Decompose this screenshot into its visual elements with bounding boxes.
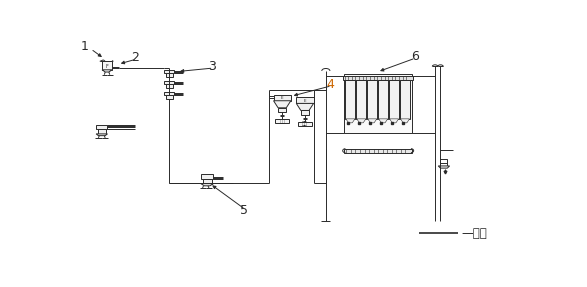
Bar: [166, 95, 173, 99]
Bar: [389, 80, 399, 119]
Bar: [440, 159, 447, 166]
Bar: [201, 174, 214, 179]
Bar: [164, 92, 174, 95]
Text: —管道: —管道: [461, 227, 487, 240]
Text: 6: 6: [411, 50, 419, 63]
Text: 4: 4: [326, 78, 335, 91]
Polygon shape: [400, 119, 410, 123]
Bar: [301, 110, 309, 115]
Bar: [274, 94, 291, 101]
Text: 2: 2: [131, 51, 139, 64]
Bar: [345, 80, 355, 119]
Polygon shape: [379, 119, 388, 123]
Bar: [298, 121, 312, 126]
Bar: [344, 149, 412, 153]
Bar: [378, 80, 388, 119]
Text: F: F: [106, 63, 109, 69]
Polygon shape: [367, 119, 377, 123]
Bar: [102, 61, 112, 70]
Bar: [278, 108, 286, 112]
Polygon shape: [201, 184, 214, 186]
Polygon shape: [96, 134, 107, 136]
Polygon shape: [438, 166, 450, 168]
Bar: [296, 97, 313, 103]
Text: 5: 5: [240, 204, 248, 217]
Polygon shape: [346, 119, 355, 123]
Polygon shape: [357, 119, 366, 123]
Text: E: E: [281, 96, 284, 100]
Bar: [164, 81, 174, 84]
Bar: [98, 129, 106, 134]
Polygon shape: [296, 103, 313, 110]
Bar: [343, 76, 413, 80]
Polygon shape: [102, 70, 112, 72]
Bar: [164, 69, 174, 73]
Text: 1: 1: [81, 40, 89, 53]
Bar: [96, 125, 107, 129]
Bar: [166, 84, 173, 88]
Bar: [344, 74, 412, 133]
Text: 稱量: 稱量: [302, 121, 308, 126]
Text: 稱量: 稱量: [279, 119, 285, 124]
Bar: [275, 119, 289, 123]
Polygon shape: [274, 101, 291, 108]
Bar: [400, 80, 410, 119]
Text: E: E: [303, 99, 306, 103]
Bar: [203, 179, 212, 184]
Bar: [367, 80, 377, 119]
Polygon shape: [390, 119, 399, 123]
Bar: [356, 80, 366, 119]
Text: 3: 3: [208, 60, 216, 73]
Bar: [166, 73, 173, 77]
